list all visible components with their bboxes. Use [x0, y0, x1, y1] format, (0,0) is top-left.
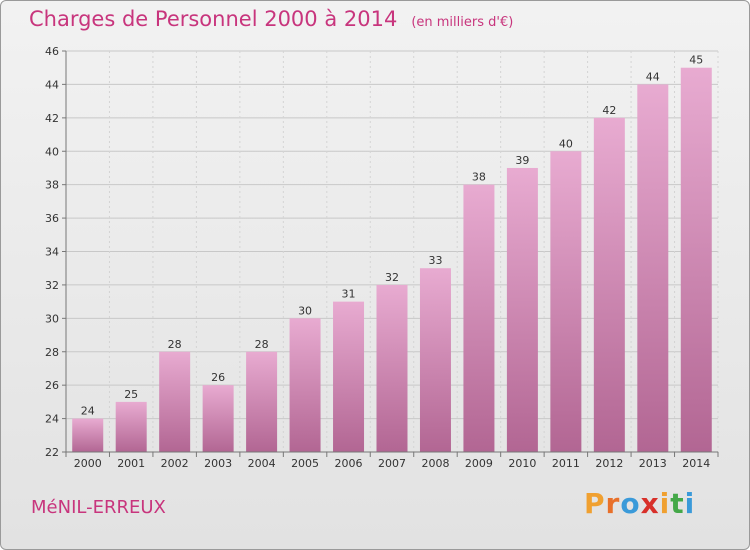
data-label: 32	[385, 271, 399, 284]
bar[interactable]	[376, 284, 408, 452]
logo-letter: o	[620, 487, 641, 520]
data-label: 30	[298, 304, 312, 317]
bar[interactable]	[202, 385, 234, 452]
x-tick-label: 2009	[465, 457, 493, 470]
x-tick-label: 2011	[552, 457, 580, 470]
bar[interactable]	[72, 418, 104, 452]
y-tick-label: 28	[45, 346, 59, 359]
data-label: 24	[81, 405, 95, 418]
bar[interactable]	[680, 67, 712, 452]
data-label: 40	[559, 137, 573, 150]
chart-title-text: Charges de Personnel 2000 à 2014	[29, 7, 398, 31]
y-tick-label: 30	[45, 312, 59, 325]
proxiti-logo[interactable]: Proxiti	[584, 487, 695, 520]
y-tick-label: 36	[45, 212, 59, 225]
logo-letter: i	[659, 487, 671, 520]
x-tick-label: 2005	[291, 457, 319, 470]
logo-letter: x	[640, 487, 660, 520]
data-label: 44	[646, 70, 660, 83]
y-tick-label: 34	[45, 246, 59, 259]
x-tick-label: 2007	[378, 457, 406, 470]
y-tick-labels: 22 24 26 28 30 32 34 36 38 40 42 44 46	[45, 45, 59, 459]
data-label: 33	[428, 254, 442, 267]
x-tick-label: 2000	[74, 457, 102, 470]
data-label: 38	[472, 171, 486, 184]
y-tick-label: 32	[45, 279, 59, 292]
bar[interactable]	[419, 268, 451, 452]
data-label: 45	[689, 54, 703, 67]
bar[interactable]	[246, 351, 278, 452]
x-tick-label: 2006	[335, 457, 363, 470]
data-label: 28	[255, 338, 269, 351]
x-tick-label: 2012	[595, 457, 623, 470]
y-tick-label: 42	[45, 112, 59, 125]
chart-subtitle: (en milliers d'€)	[411, 15, 514, 30]
y-tick-label: 44	[45, 78, 59, 91]
data-label: 28	[168, 338, 182, 351]
y-tick-label: 24	[45, 413, 59, 426]
y-tick-label: 26	[45, 379, 59, 392]
logo-letter: P	[584, 487, 606, 520]
bar[interactable]	[159, 351, 191, 452]
x-tick-label: 2014	[682, 457, 710, 470]
y-tick-label: 38	[45, 179, 59, 192]
bar[interactable]	[463, 184, 495, 452]
bar[interactable]	[289, 318, 321, 452]
y-tick-label: 22	[45, 446, 59, 459]
bar[interactable]	[506, 167, 538, 453]
bars	[72, 67, 712, 453]
x-tick-label: 2001	[117, 457, 145, 470]
bar[interactable]	[593, 117, 625, 452]
x-tick-label: 2008	[421, 457, 449, 470]
axes	[62, 50, 719, 457]
data-label: 26	[211, 371, 225, 384]
data-label: 25	[124, 388, 138, 401]
x-tick-label: 2013	[639, 457, 667, 470]
bar[interactable]	[550, 151, 582, 452]
data-label: 39	[515, 154, 529, 167]
x-tick-label: 2003	[204, 457, 232, 470]
town-name: MéNIL-ERREUX	[31, 497, 166, 518]
data-label: 31	[342, 288, 356, 301]
y-tick-label: 46	[45, 45, 59, 58]
logo-letter: i	[684, 487, 696, 520]
logo-letter: r	[605, 487, 621, 520]
x-tick-label: 2004	[248, 457, 276, 470]
x-tick-labels: 2000 2001 2002 2003 2004 2005 2006 2007 2008 2009…	[74, 457, 711, 470]
bar[interactable]	[637, 84, 669, 453]
logo-letter: t	[670, 487, 685, 520]
bar[interactable]	[333, 301, 365, 452]
data-label: 42	[602, 104, 616, 117]
chart-title: Charges de Personnel 2000 à 2014 (en mill…	[29, 7, 513, 31]
x-tick-label: 2010	[508, 457, 536, 470]
x-tick-label: 2002	[161, 457, 189, 470]
bar[interactable]	[115, 401, 147, 452]
y-tick-label: 40	[45, 145, 59, 158]
data-labels: 24 25 28 26 28 30 31 32 33 38 39 40 42 44 45	[81, 54, 704, 418]
